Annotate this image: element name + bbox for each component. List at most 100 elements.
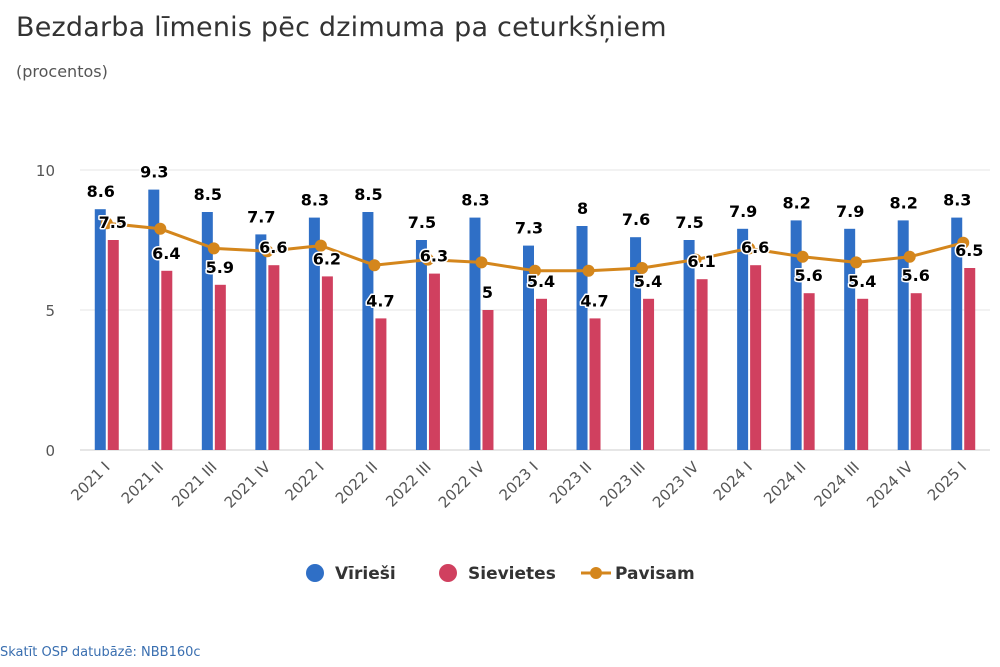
x-tick-label: 2021 I bbox=[67, 458, 113, 504]
data-label-men: 8.2 bbox=[890, 193, 918, 212]
total-point[interactable] bbox=[903, 250, 916, 263]
data-label-men: 7.5 bbox=[675, 213, 703, 232]
x-tick-label: 2022 IV bbox=[435, 458, 489, 512]
bar-women[interactable] bbox=[107, 240, 119, 450]
total-point[interactable] bbox=[100, 217, 113, 230]
bar-men[interactable] bbox=[201, 212, 213, 450]
x-tick-label: 2024 III bbox=[811, 458, 863, 510]
bar-women[interactable] bbox=[482, 310, 494, 450]
bar-women[interactable] bbox=[857, 298, 869, 450]
data-label-women: 5.4 bbox=[527, 272, 555, 291]
bar-men[interactable] bbox=[844, 228, 856, 450]
legend-item-pavisam[interactable]: Pavisam bbox=[581, 564, 695, 584]
bar-men[interactable] bbox=[94, 209, 106, 450]
bar-women[interactable] bbox=[268, 265, 280, 450]
y-axis-ticks: 0 5 10 bbox=[36, 162, 55, 460]
bars-layer bbox=[94, 189, 976, 450]
legend-marker bbox=[590, 567, 602, 579]
legend-marker bbox=[306, 564, 324, 582]
x-tick-label: 2023 II bbox=[546, 458, 595, 507]
total-point[interactable] bbox=[475, 256, 488, 269]
data-label-women: 6.3 bbox=[420, 247, 448, 266]
data-label-men: 8 bbox=[577, 199, 588, 218]
bar-women[interactable] bbox=[803, 293, 815, 450]
chart-subtitle: (procentos) bbox=[16, 62, 108, 81]
bar-women[interactable] bbox=[643, 298, 655, 450]
total-point[interactable] bbox=[154, 222, 167, 235]
data-label-women: 6.2 bbox=[313, 249, 341, 268]
x-tick-label: 2023 III bbox=[596, 458, 648, 510]
bar-men[interactable] bbox=[576, 226, 588, 450]
data-label-men: 8.3 bbox=[943, 191, 971, 210]
bar-men[interactable] bbox=[630, 237, 642, 450]
bar-women[interactable] bbox=[964, 268, 976, 450]
bar-men[interactable] bbox=[415, 240, 427, 450]
data-label-women: 6.4 bbox=[152, 244, 180, 263]
bar-men[interactable] bbox=[469, 217, 481, 450]
x-tick-label: 2023 IV bbox=[649, 458, 703, 512]
legend-item-vīrieši[interactable]: Vīrieši bbox=[306, 564, 396, 584]
bar-women[interactable] bbox=[375, 318, 387, 450]
bar-men[interactable] bbox=[790, 220, 802, 450]
data-label-women: 4.7 bbox=[366, 291, 394, 310]
bar-women[interactable] bbox=[696, 279, 708, 450]
total-point[interactable] bbox=[582, 264, 595, 277]
legend-item-sievietes[interactable]: Sievietes bbox=[439, 564, 556, 584]
bar-women[interactable] bbox=[161, 270, 173, 450]
total-point[interactable] bbox=[207, 242, 220, 255]
bar-men[interactable] bbox=[897, 220, 909, 450]
data-label-women: 5.6 bbox=[902, 266, 930, 285]
total-point[interactable] bbox=[368, 259, 381, 272]
total-point[interactable] bbox=[314, 239, 327, 252]
total-point[interactable] bbox=[636, 262, 649, 274]
data-label-men: 7.5 bbox=[408, 213, 436, 232]
total-point[interactable] bbox=[850, 256, 863, 269]
bar-men[interactable] bbox=[308, 217, 320, 450]
data-label-women: 5.6 bbox=[794, 266, 822, 285]
total-point[interactable] bbox=[421, 253, 434, 266]
total-point[interactable] bbox=[957, 236, 970, 249]
total-point[interactable] bbox=[529, 264, 541, 277]
bar-men[interactable] bbox=[255, 234, 267, 450]
database-link[interactable]: Skatīt OSP datubāzē: NBB160c bbox=[0, 645, 201, 660]
x-tick-label: 2024 I bbox=[710, 458, 756, 504]
data-label-men: 9.3 bbox=[140, 163, 168, 182]
bar-women[interactable] bbox=[750, 265, 762, 450]
data-label-men: 7.9 bbox=[836, 202, 864, 221]
data-label-men: 8.5 bbox=[354, 185, 382, 204]
data-label-women: 6.1 bbox=[687, 252, 715, 271]
bar-men[interactable] bbox=[523, 245, 534, 450]
data-label-women: 5.4 bbox=[634, 272, 662, 291]
x-tick-label: 2021 III bbox=[168, 458, 220, 510]
total-point[interactable] bbox=[743, 242, 756, 255]
total-point[interactable] bbox=[796, 250, 809, 263]
bar-men[interactable] bbox=[148, 189, 160, 450]
total-point[interactable] bbox=[689, 253, 702, 266]
x-tick-label: 2021 II bbox=[118, 458, 167, 507]
data-label-men: 8.3 bbox=[301, 191, 329, 210]
data-labels-layer: 8.6 7.5 9.3 6.4 8.5 5.9 7.7 6.6 8.3 6.2 8.5 4.7 7.5 6… bbox=[85, 161, 985, 312]
x-tick-label: 2024 II bbox=[760, 458, 809, 507]
bar-women[interactable] bbox=[214, 284, 226, 450]
bar-women[interactable] bbox=[910, 293, 922, 450]
data-label-men: 8.2 bbox=[782, 193, 810, 212]
bar-men[interactable] bbox=[683, 240, 695, 450]
bar-women[interactable] bbox=[428, 273, 440, 450]
x-tick-label: 2023 I bbox=[496, 458, 542, 504]
data-label-men: 8.3 bbox=[461, 191, 489, 210]
bar-women[interactable] bbox=[536, 298, 547, 450]
chart-title: Bezdarba līmenis pēc dzimuma pa ceturkšņ… bbox=[16, 12, 667, 43]
bar-women[interactable] bbox=[321, 276, 333, 450]
bar-women[interactable] bbox=[589, 318, 601, 450]
bar-men[interactable] bbox=[362, 212, 374, 450]
x-tick-label: 2022 I bbox=[281, 458, 327, 504]
total-point[interactable] bbox=[261, 245, 274, 258]
bar-men[interactable] bbox=[951, 217, 963, 450]
legend: Vīrieši Sievietes Pavisam bbox=[306, 564, 695, 584]
unemployment-chart: 0 5 10 8.6 7.5 9.3 6.4 8.5 5.9 7.7 6.6 8.3 6.2 8.5 4.… bbox=[36, 161, 990, 584]
data-label-men: 8.5 bbox=[194, 185, 222, 204]
data-label-women: 4.7 bbox=[580, 291, 608, 310]
bar-men[interactable] bbox=[737, 228, 749, 450]
y-tick-label: 10 bbox=[36, 162, 55, 180]
data-label-women: 5 bbox=[482, 283, 493, 302]
